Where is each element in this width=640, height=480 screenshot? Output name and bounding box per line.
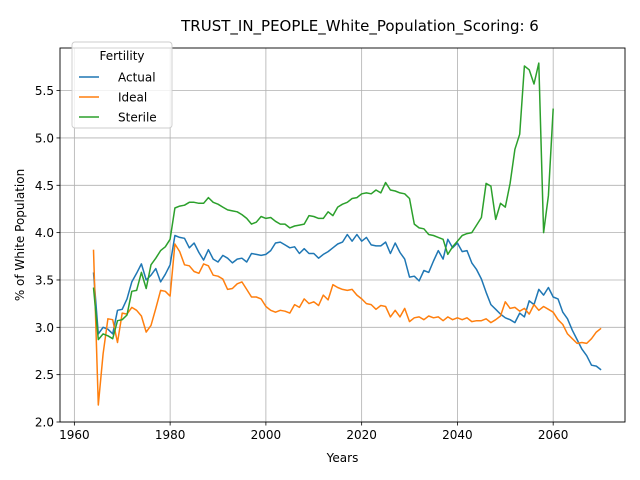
- y-tick-label: 5.5: [35, 84, 54, 98]
- y-axis: 2.0 2.5 3.0 3.5 4.0 4.5 5.0 5.5: [35, 84, 60, 430]
- legend-label-ideal: Ideal: [118, 91, 147, 105]
- legend-box: [71, 41, 173, 129]
- series-line-ideal: [92, 243, 602, 406]
- x-axis-label: Years: [326, 451, 359, 465]
- legend-label-sterile: Sterile: [118, 111, 157, 125]
- series-lines: [92, 62, 602, 406]
- y-tick-label: 2.5: [35, 368, 54, 382]
- x-tick-label: 2020: [346, 428, 377, 442]
- x-tick-label: 1960: [59, 428, 90, 442]
- y-tick-label: 2.0: [35, 416, 54, 430]
- y-tick-label: 5.0: [35, 131, 54, 145]
- chart-title: TRUST_IN_PEOPLE_White_Population_Scoring…: [180, 17, 539, 36]
- x-tick-label: 2000: [251, 428, 282, 442]
- legend-label-actual: Actual: [118, 71, 156, 85]
- y-tick-label: 3.5: [35, 273, 54, 287]
- y-tick-label: 4.0: [35, 226, 54, 240]
- x-tick-label: 2060: [538, 428, 569, 442]
- y-tick-label: 4.5: [35, 179, 54, 193]
- legend-items: Actual Ideal Sterile: [79, 71, 157, 125]
- legend-title: Fertility: [99, 49, 144, 63]
- y-tick-label: 3.0: [35, 321, 54, 335]
- x-tick-label: 1980: [155, 428, 186, 442]
- series-line-actual: [92, 233, 602, 371]
- x-axis: 1960 1980 2000 2020 2040 2060: [59, 422, 568, 442]
- legend: Fertility Actual Ideal Sterile: [71, 41, 173, 129]
- grid: [60, 48, 625, 423]
- y-axis-label: % of White Population: [13, 169, 27, 301]
- series-line-sterile: [92, 62, 554, 341]
- plot-frame: [59, 47, 626, 423]
- x-tick-label: 2040: [442, 428, 473, 442]
